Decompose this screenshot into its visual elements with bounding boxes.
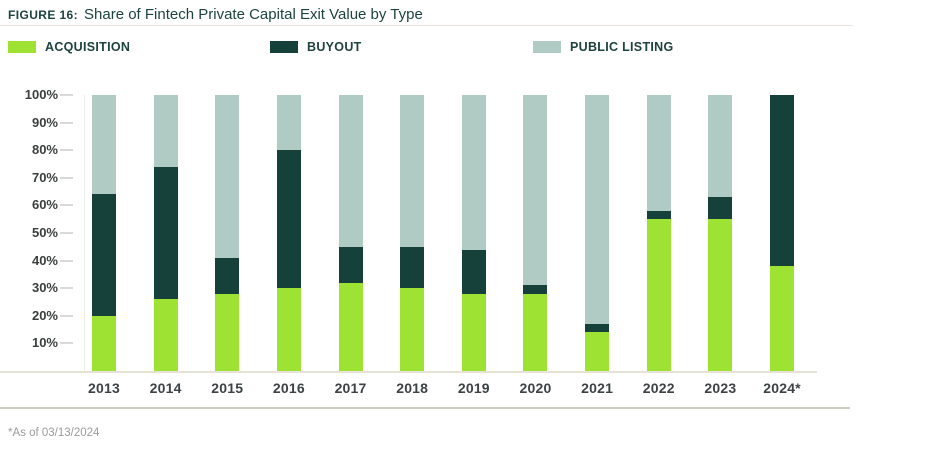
bar-segment-buyout [215,257,240,294]
x-axis-label: 2022 [642,380,675,396]
y-axis-tick-label: 30% [31,280,58,296]
y-axis-tick-mark [60,94,73,96]
bar-2021 [585,95,610,371]
legend-label: ACQUISITION [45,40,131,54]
bar-segment-acquisition [215,293,240,371]
bar-segment-public-listing [338,95,363,247]
bar-segment-acquisition [461,293,486,371]
y-axis-tick-mark [60,232,73,234]
bar-segment-acquisition [708,219,733,371]
x-axis-label: 2013 [88,380,120,396]
y-axis-tick-label: 80% [31,142,58,158]
bar-segment-public-listing [523,95,548,286]
bar-segment-buyout [276,150,301,289]
x-axis-label: 2017 [334,380,367,396]
bar-segment-acquisition [770,266,795,371]
bar-segment-acquisition [92,315,116,371]
bar-segment-buyout [153,166,178,300]
bar-segment-public-listing [92,95,116,195]
buyout-swatch-icon [270,41,298,53]
bar-segment-public-listing [461,95,486,250]
bar-segment-acquisition [585,332,610,371]
bar-2022 [646,95,671,371]
bar-2013 [92,95,116,371]
x-axis-label: 2021 [581,380,614,396]
bar-segment-public-listing [400,95,425,247]
x-axis-label: 2023 [704,380,737,396]
bar-segment-buyout [523,285,548,294]
bar-segment-buyout [338,246,363,283]
bar-2020 [523,95,548,371]
bar-segment-public-listing [153,95,178,167]
y-axis-tick-label: 100% [24,87,58,102]
bar-segment-acquisition [523,293,548,371]
y-axis-tick-label: 60% [31,197,58,213]
x-axis-line [0,371,817,373]
bar-segment-buyout [92,194,116,316]
figure-bottom-divider [0,407,850,409]
bar-segment-public-listing [646,95,671,211]
y-axis-tick-label: 40% [31,252,58,268]
figure-header: FIGURE 16: Share of Fintech Private Capit… [8,6,423,24]
bar-2024 [770,95,795,371]
y-axis-tick-mark [60,314,73,317]
x-axis-label: 2024* [763,380,801,396]
x-axis-label: 2019 [457,380,490,396]
bar-2014 [153,95,178,371]
bar-2016 [276,95,301,371]
x-axis-label: 2016 [272,380,305,396]
y-axis-line [84,95,85,371]
x-axis-label: 2014 [149,380,182,396]
bar-segment-buyout [708,197,733,220]
legend-item-acquisition: ACQUISITION [8,40,130,54]
bar-segment-acquisition [338,282,363,371]
bar-segment-public-listing [708,95,733,198]
footnote: *As of 03/13/2024 [8,427,100,439]
bar-segment-public-listing [215,95,240,258]
figure-label: FIGURE 16: [8,8,79,22]
legend-item-public-listing: PUBLIC LISTING [533,40,674,54]
legend-label: BUYOUT [307,40,362,54]
x-axis-label: 2020 [519,380,552,396]
y-axis-tick-mark [60,121,73,124]
bar-2018 [400,95,425,371]
x-axis-label: 2015 [211,380,244,396]
page-title: Share of Fintech Private Capital Exit Va… [84,6,423,23]
y-axis-tick-label: 10% [31,335,58,351]
bar-segment-buyout [770,95,795,267]
y-axis-tick-mark [60,287,73,290]
plot-area: 100% 90% 80% 70% 60% 50% 40% 30% 20% 10% 2013 2014 2… [25,87,817,396]
acquisition-swatch-icon [8,41,36,53]
bar-segment-acquisition [400,288,425,371]
bar-segment-buyout [585,324,610,333]
y-axis-tick-mark [60,204,73,207]
bar-segment-acquisition [153,299,178,371]
y-axis-tick-label: 50% [31,225,58,240]
bar-segment-public-listing [585,95,610,325]
bar-segment-buyout [646,210,671,220]
bar-segment-buyout [400,246,425,289]
bar-2023 [708,95,733,371]
bar-2019 [461,95,486,371]
y-axis-tick-mark [60,176,73,179]
y-axis-tick-mark [60,342,73,345]
bar-segment-buyout [461,249,486,294]
legend-item-buyout: BUYOUT [270,40,362,54]
bar-2017 [338,95,363,371]
bar-2015 [215,95,240,371]
y-axis-tick-label: 20% [31,307,58,323]
y-axis-tick-mark [60,149,73,152]
bar-segment-acquisition [646,219,671,371]
y-axis-tick-label: 70% [31,169,58,185]
public-listing-swatch-icon [533,41,561,53]
y-axis-tick-mark [60,259,73,262]
title-divider [0,25,853,26]
bar-segment-acquisition [276,288,301,371]
bar-segment-public-listing [276,95,301,151]
y-axis-tick-label: 90% [31,114,58,130]
x-axis-label: 2018 [396,380,429,396]
legend-label: PUBLIC LISTING [570,40,674,54]
